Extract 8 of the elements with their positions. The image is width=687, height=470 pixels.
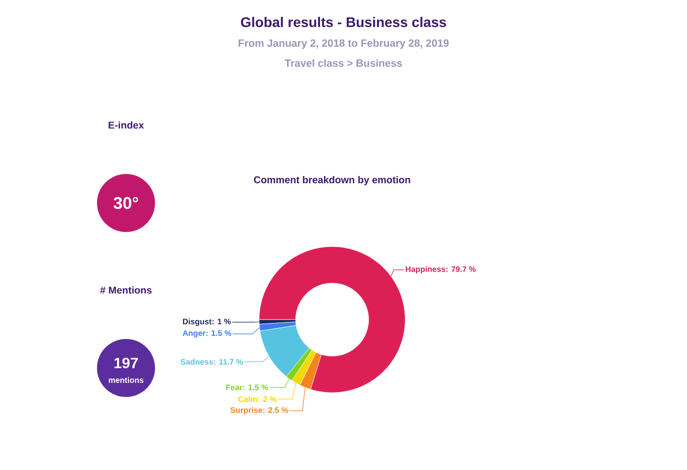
text: Global results - Business class bbox=[240, 16, 446, 28]
text: From January 2, 2018 to February 28, 2019 bbox=[238, 39, 449, 49]
text: Travel class > Business bbox=[284, 59, 402, 67]
text: E-index bbox=[108, 121, 144, 129]
text: # Mentions bbox=[100, 286, 152, 294]
text: 30° bbox=[114, 196, 138, 209]
chart-title: Comment breakdown by emotion bbox=[254, 176, 410, 186]
text: 197 bbox=[114, 358, 138, 368]
